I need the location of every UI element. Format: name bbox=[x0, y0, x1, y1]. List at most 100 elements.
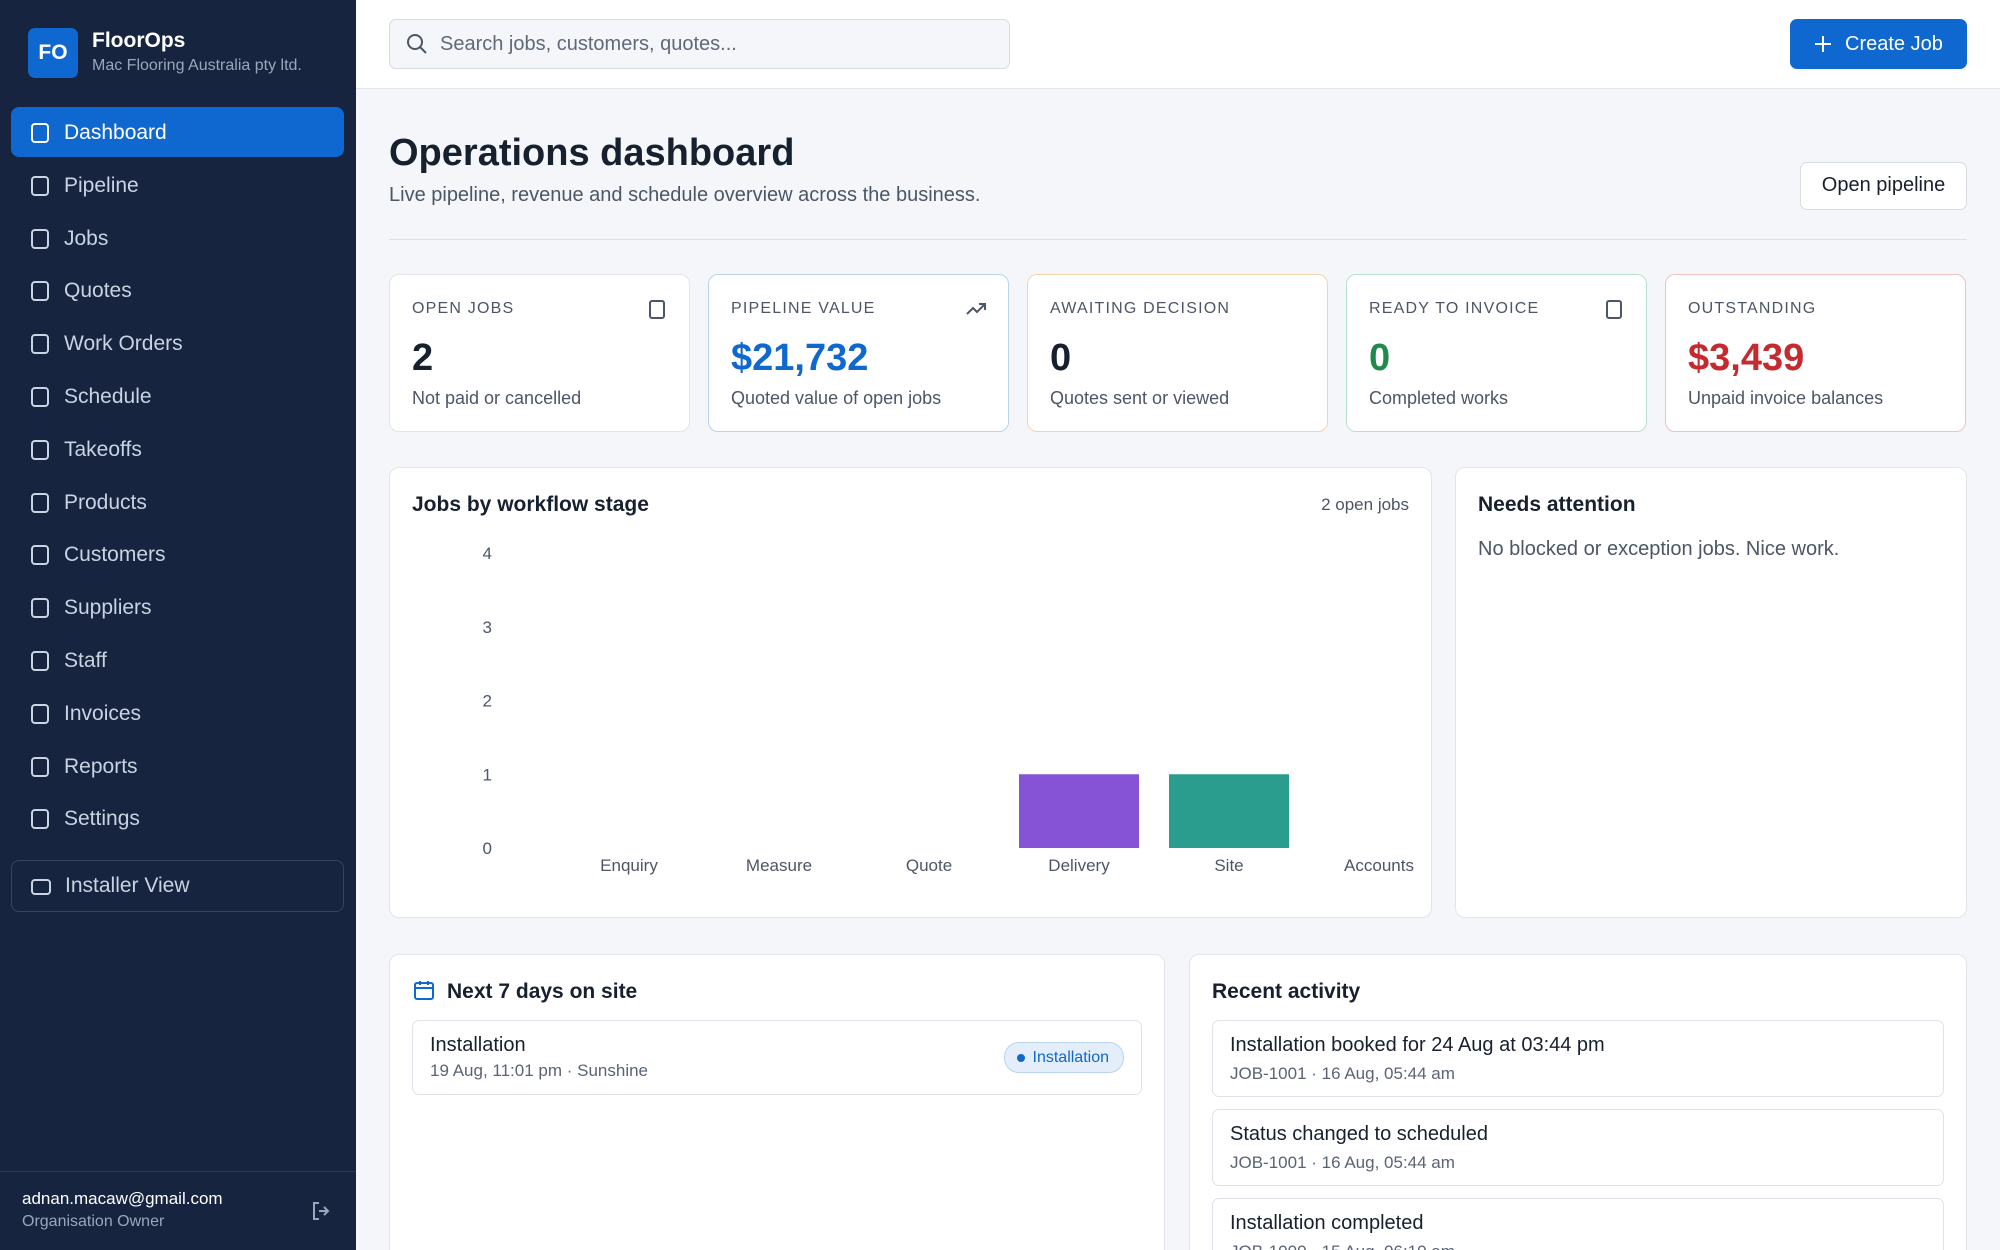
nav-item[interactable]: Reports bbox=[11, 741, 344, 791]
nav-item[interactable]: Schedule bbox=[11, 371, 344, 421]
x-tick-label: Measure bbox=[746, 856, 812, 875]
user-email: adnan.macaw@gmail.com bbox=[22, 1189, 223, 1208]
item-detail: JOB-1001 · 16 Aug, 05:44 am bbox=[1230, 1064, 1455, 1083]
nav-label: Jobs bbox=[64, 226, 109, 250]
nav-icon bbox=[31, 756, 49, 777]
nav-label: Takeoffs bbox=[64, 437, 142, 461]
y-tick-label: 4 bbox=[483, 544, 492, 563]
kpi-icon bbox=[1606, 300, 1622, 319]
icon-shape bbox=[31, 809, 49, 830]
schedule-item[interactable]: Installation 19 Aug, 11:01 pm · Sunshine I… bbox=[412, 1020, 1142, 1095]
nav-item[interactable]: Quotes bbox=[11, 265, 344, 315]
kpi-note: Unpaid invoice balances bbox=[1688, 388, 1884, 408]
icon-shape bbox=[31, 334, 49, 355]
attention-card: Needs attention No blocked or exception … bbox=[1455, 467, 1967, 918]
nav-label: Settings bbox=[64, 807, 140, 831]
kpi-value: 2 bbox=[412, 337, 434, 379]
activity-item: Installation completed JOB-1000 · 15 Aug,… bbox=[1212, 1198, 1944, 1250]
search[interactable]: Search jobs, customers, quotes... bbox=[389, 19, 1010, 69]
x-tick-label: Site bbox=[1214, 856, 1243, 875]
chart-annotation: 2 open jobs bbox=[1321, 495, 1409, 514]
nav-label: Invoices bbox=[64, 701, 142, 725]
attention-message: No blocked or exception jobs. Nice work. bbox=[1478, 538, 1840, 560]
brand: FloorOps bbox=[92, 29, 186, 52]
page-title: Operations dashboard bbox=[389, 132, 795, 174]
kpi-note: Not paid or cancelled bbox=[412, 388, 582, 408]
kpi-value: $21,732 bbox=[731, 337, 869, 379]
nav-label: Dashboard bbox=[64, 121, 167, 144]
nav-icon bbox=[31, 228, 49, 249]
icon bbox=[31, 879, 51, 895]
x-tick-label: Enquiry bbox=[600, 856, 658, 875]
nav-icon bbox=[31, 598, 49, 619]
y-tick-label: 3 bbox=[483, 618, 492, 637]
kpi-card: OUTSTANDING $3,439 Unpaid invoice balances bbox=[1665, 274, 1966, 432]
icon-shape bbox=[31, 598, 49, 619]
page-subtitle: Live pipeline, revenue and schedule over… bbox=[389, 184, 981, 206]
chart: 0 1 2 3 4 Enquiry Measure Quote Delivery Site Acco… bbox=[483, 544, 1414, 875]
icon-shape bbox=[31, 228, 49, 249]
kpi-note: Quoted value of open jobs bbox=[731, 388, 942, 408]
plus bbox=[1815, 36, 1831, 52]
nav-item[interactable]: Work Orders bbox=[11, 318, 344, 368]
icon-shape bbox=[649, 300, 665, 319]
bar bbox=[1019, 774, 1139, 848]
item-detail: 19 Aug, 11:01 pm · Sunshine bbox=[430, 1061, 649, 1080]
item-title: Installation booked for 24 Aug at 03:44 … bbox=[1230, 1034, 1605, 1056]
user-role: Organisation Owner bbox=[22, 1213, 165, 1230]
activity-title: Recent activity bbox=[1212, 980, 1361, 1003]
nav-label: Schedule bbox=[64, 385, 152, 408]
search-placeholder: Search jobs, customers, quotes... bbox=[440, 33, 737, 55]
nav-item[interactable]: Settings bbox=[11, 793, 344, 843]
nav-icon bbox=[31, 492, 49, 513]
x-tick-label: Quote bbox=[906, 856, 952, 875]
item-detail: JOB-1000 · 15 Aug, 06:10 am bbox=[1230, 1242, 1455, 1250]
nav-item[interactable]: Staff bbox=[11, 635, 344, 685]
nav-item[interactable]: Invoices bbox=[11, 688, 344, 738]
kpi-note: Completed works bbox=[1369, 388, 1509, 408]
icon-shape bbox=[31, 281, 49, 302]
installer-view[interactable]: Installer View bbox=[11, 860, 344, 912]
item-title: Installation completed bbox=[1230, 1212, 1424, 1234]
icon-shape bbox=[1606, 300, 1622, 319]
nav-item[interactable]: Pipeline bbox=[11, 160, 344, 210]
nav-item[interactable]: Jobs bbox=[11, 213, 344, 263]
kpi-value: $3,439 bbox=[1688, 337, 1805, 379]
create-job[interactable]: Create Job bbox=[1790, 19, 1967, 69]
icon-shape bbox=[31, 439, 49, 460]
logo: FO bbox=[28, 28, 78, 78]
nav-item[interactable]: Takeoffs bbox=[11, 424, 344, 474]
nav-label: Pipeline bbox=[64, 173, 139, 197]
icon-shape bbox=[31, 703, 49, 724]
open-pipeline[interactable]: Open pipeline bbox=[1800, 162, 1967, 210]
nav-item[interactable]: Products bbox=[11, 477, 344, 527]
kpi-value: 0 bbox=[1369, 337, 1391, 379]
nav-icon bbox=[31, 703, 49, 724]
nav-item[interactable]: Customers bbox=[11, 529, 344, 579]
kpi-icon bbox=[649, 300, 665, 319]
nav-icon bbox=[31, 334, 49, 355]
item-detail: JOB-1001 · 16 Aug, 05:44 am bbox=[1230, 1153, 1455, 1172]
kpi-label: AWAITING DECISION bbox=[1050, 300, 1231, 317]
nav-label: Reports bbox=[64, 754, 138, 778]
kpi-label: READY TO INVOICE bbox=[1369, 300, 1540, 317]
nav-item[interactable]: Dashboard bbox=[11, 107, 344, 157]
icon-shape bbox=[31, 123, 49, 143]
divider bbox=[0, 1171, 356, 1172]
nav-icon bbox=[31, 175, 49, 196]
bar bbox=[1169, 774, 1289, 848]
logout[interactable] bbox=[310, 1199, 334, 1223]
icon-shape bbox=[966, 303, 986, 315]
item-title: Status changed to scheduled bbox=[1230, 1123, 1488, 1145]
kpi-card: READY TO INVOICE 0 Completed works bbox=[1346, 274, 1647, 432]
nav-label: Customers bbox=[64, 543, 166, 567]
nav-icon bbox=[31, 439, 49, 460]
kpi-card: OPEN JOBS 2 Not paid or cancelled bbox=[389, 274, 690, 432]
divider bbox=[389, 239, 1967, 240]
x-tick-label: Delivery bbox=[1048, 856, 1110, 875]
icon-shape bbox=[31, 387, 49, 407]
search-icon bbox=[407, 34, 427, 54]
nav-item[interactable]: Suppliers bbox=[11, 582, 344, 632]
icon-shape bbox=[31, 545, 49, 566]
